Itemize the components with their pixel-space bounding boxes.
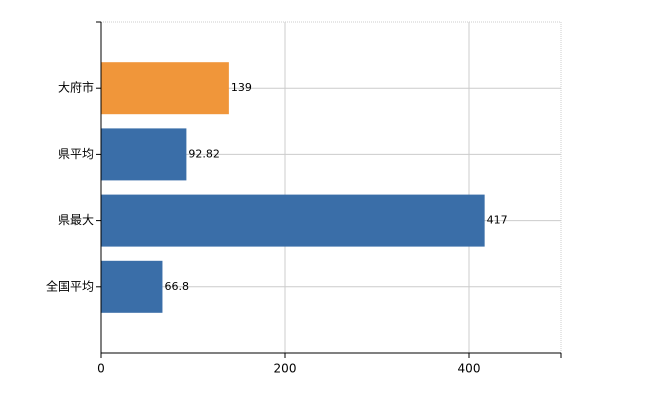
value-label: 417 <box>487 214 508 227</box>
value-label: 66.8 <box>164 280 189 293</box>
y-tick-label: 県平均 <box>58 147 94 161</box>
y-tick-label: 県最大 <box>58 213 94 227</box>
bar <box>101 260 163 313</box>
y-tick-label: 大府市 <box>58 80 94 95</box>
bar <box>101 62 229 115</box>
bar <box>101 128 187 181</box>
x-tick-label: 400 <box>458 362 481 376</box>
x-tick-label: 0 <box>97 362 105 376</box>
value-label: 92.82 <box>188 147 220 160</box>
x-tick-label: 200 <box>274 362 297 376</box>
y-tick-label: 全国平均 <box>46 278 94 293</box>
bar <box>101 194 485 247</box>
value-label: 139 <box>231 81 252 94</box>
